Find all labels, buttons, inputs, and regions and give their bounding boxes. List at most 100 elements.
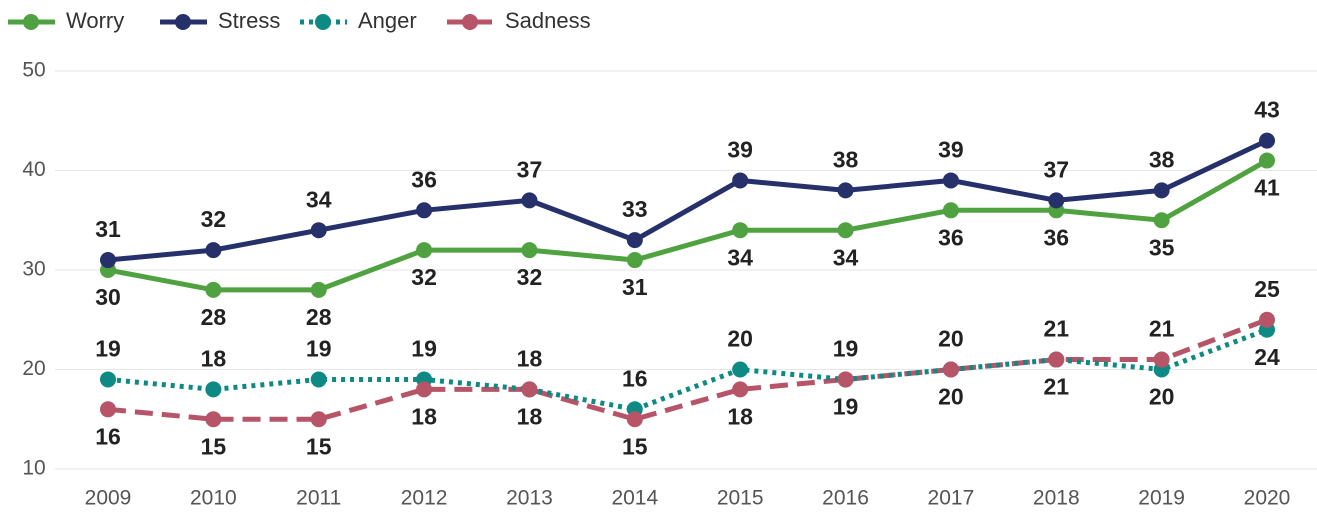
x-tick-label: 2009 bbox=[85, 487, 132, 510]
x-tick-label: 2014 bbox=[611, 487, 658, 510]
x-tick-label: 2015 bbox=[717, 487, 764, 510]
data-label: 34 bbox=[833, 244, 859, 270]
data-point bbox=[1153, 351, 1170, 368]
data-point bbox=[1259, 311, 1275, 328]
data-point bbox=[942, 202, 959, 219]
data-point bbox=[100, 401, 116, 418]
data-label: 24 bbox=[1254, 344, 1280, 370]
data-point bbox=[310, 281, 327, 298]
legend-marker bbox=[315, 14, 331, 30]
data-label: 16 bbox=[95, 423, 121, 449]
data-label: 36 bbox=[938, 224, 964, 250]
data-label: 20 bbox=[1149, 384, 1175, 410]
data-point bbox=[1153, 182, 1170, 199]
series-line bbox=[107, 317, 1268, 422]
data-point bbox=[205, 411, 222, 428]
data-label: 15 bbox=[201, 433, 227, 459]
data-point bbox=[732, 381, 749, 398]
data-label: 28 bbox=[306, 304, 332, 330]
y-tick-label: 40 bbox=[22, 158, 45, 181]
data-point bbox=[205, 381, 222, 398]
x-tick-label: 2016 bbox=[822, 487, 869, 510]
data-point bbox=[626, 411, 643, 428]
data-point bbox=[521, 192, 538, 209]
data-label: 20 bbox=[727, 326, 753, 352]
data-label: 41 bbox=[1254, 175, 1280, 201]
data-label: 39 bbox=[938, 137, 964, 163]
data-label: 21 bbox=[1043, 316, 1069, 342]
data-point bbox=[205, 242, 222, 259]
data-label: 32 bbox=[517, 264, 543, 290]
data-label: 37 bbox=[517, 156, 543, 182]
data-label: 16 bbox=[622, 365, 648, 391]
data-point bbox=[100, 371, 116, 388]
data-label: 21 bbox=[1043, 374, 1069, 400]
legend-marker bbox=[462, 14, 478, 30]
x-tick-label: 2013 bbox=[506, 487, 553, 510]
x-tick-label: 2019 bbox=[1138, 487, 1185, 510]
series-line bbox=[107, 158, 1269, 293]
y-tick-label: 30 bbox=[22, 258, 45, 281]
data-label: 19 bbox=[833, 394, 859, 420]
data-point bbox=[416, 242, 433, 259]
data-point bbox=[732, 222, 749, 239]
data-point bbox=[310, 222, 327, 239]
x-tick-label: 2017 bbox=[928, 487, 975, 510]
y-tick-label: 20 bbox=[22, 357, 45, 380]
legend-label: Worry bbox=[66, 8, 124, 33]
data-point bbox=[521, 242, 538, 259]
data-point bbox=[732, 361, 749, 378]
data-point bbox=[1259, 132, 1275, 149]
data-label: 21 bbox=[1149, 316, 1175, 342]
data-label: 31 bbox=[622, 274, 648, 300]
data-label: 18 bbox=[411, 403, 437, 429]
legend-marker bbox=[175, 14, 191, 30]
legend-label: Sadness bbox=[505, 8, 591, 33]
data-label: 39 bbox=[727, 137, 753, 163]
data-label: 32 bbox=[201, 206, 227, 232]
y-tick-label: 50 bbox=[22, 59, 45, 82]
data-point bbox=[100, 252, 116, 269]
x-tick-label: 2012 bbox=[401, 487, 448, 510]
data-point bbox=[1153, 212, 1170, 229]
data-label: 34 bbox=[727, 244, 753, 270]
data-point bbox=[942, 172, 959, 189]
y-tick-label: 10 bbox=[22, 457, 45, 480]
data-label: 34 bbox=[306, 186, 332, 212]
data-label: 33 bbox=[622, 196, 648, 222]
data-point bbox=[1259, 152, 1275, 169]
data-label: 15 bbox=[622, 433, 648, 459]
data-label: 38 bbox=[1149, 146, 1175, 172]
legend-marker bbox=[23, 14, 39, 30]
data-point bbox=[310, 371, 327, 388]
series-line bbox=[107, 138, 1269, 263]
data-label: 25 bbox=[1254, 276, 1280, 302]
data-label: 38 bbox=[833, 146, 859, 172]
data-point bbox=[416, 202, 433, 219]
data-label: 31 bbox=[95, 216, 121, 242]
data-label: 32 bbox=[411, 264, 437, 290]
data-point bbox=[732, 172, 749, 189]
data-label: 18 bbox=[201, 345, 227, 371]
x-tick-label: 2011 bbox=[296, 487, 341, 510]
data-label: 19 bbox=[95, 336, 121, 362]
data-point bbox=[837, 371, 854, 388]
data-label: 20 bbox=[938, 384, 964, 410]
data-point bbox=[837, 222, 854, 239]
data-label: 20 bbox=[938, 326, 964, 352]
data-label: 37 bbox=[1043, 156, 1069, 182]
data-label: 35 bbox=[1149, 234, 1175, 260]
data-label: 36 bbox=[411, 166, 437, 192]
data-label: 18 bbox=[517, 403, 543, 429]
x-tick-label: 2010 bbox=[190, 487, 237, 510]
data-label: 28 bbox=[201, 304, 227, 330]
data-point bbox=[310, 411, 327, 428]
data-label: 36 bbox=[1043, 224, 1069, 250]
data-point bbox=[626, 252, 643, 269]
data-label: 19 bbox=[833, 336, 859, 362]
data-label: 19 bbox=[306, 336, 332, 362]
data-label: 18 bbox=[727, 403, 753, 429]
data-label: 18 bbox=[517, 345, 543, 371]
data-point bbox=[1048, 192, 1065, 209]
